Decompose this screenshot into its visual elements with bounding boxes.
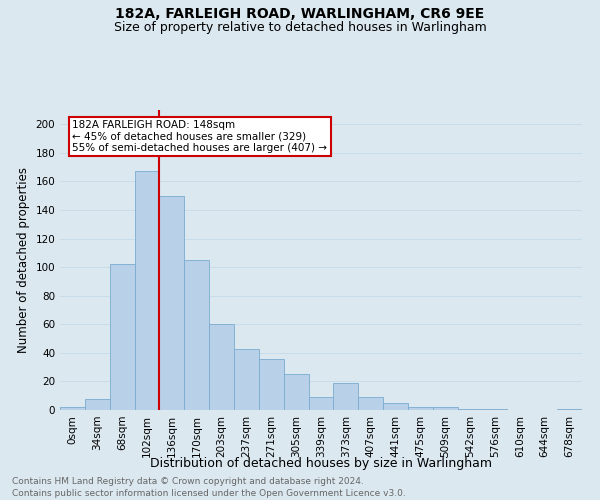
Bar [458,408,482,410]
Bar [383,403,408,410]
Bar [234,348,259,410]
Text: 182A, FARLEIGH ROAD, WARLINGHAM, CR6 9EE: 182A, FARLEIGH ROAD, WARLINGHAM, CR6 9EE [115,8,485,22]
Bar [85,398,110,410]
Text: Size of property relative to detached houses in Warlingham: Size of property relative to detached ho… [113,21,487,34]
Bar [60,407,85,410]
Bar [184,260,209,410]
Bar [408,407,433,410]
Text: Contains HM Land Registry data © Crown copyright and database right 2024.: Contains HM Land Registry data © Crown c… [12,478,364,486]
Bar [284,374,308,410]
Bar [209,324,234,410]
Bar [160,196,184,410]
Y-axis label: Number of detached properties: Number of detached properties [17,167,30,353]
Text: Contains public sector information licensed under the Open Government Licence v3: Contains public sector information licen… [12,489,406,498]
Bar [134,172,160,410]
Bar [334,383,358,410]
Bar [557,408,582,410]
Bar [482,408,508,410]
Text: 182A FARLEIGH ROAD: 148sqm
← 45% of detached houses are smaller (329)
55% of sem: 182A FARLEIGH ROAD: 148sqm ← 45% of deta… [73,120,328,153]
Text: Distribution of detached houses by size in Warlingham: Distribution of detached houses by size … [150,458,492,470]
Bar [308,397,334,410]
Bar [358,397,383,410]
Bar [110,264,134,410]
Bar [259,358,284,410]
Bar [433,407,458,410]
